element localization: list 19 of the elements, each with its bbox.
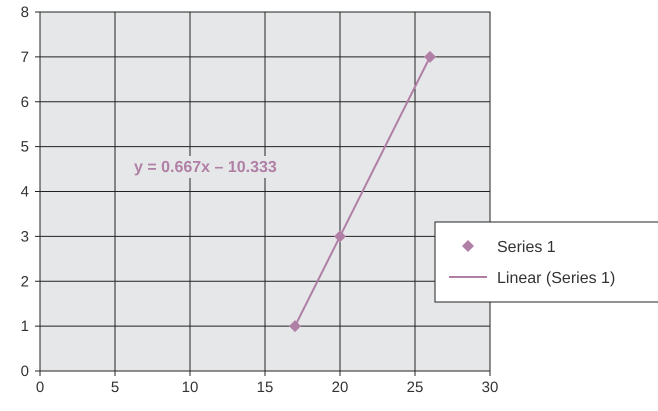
y-tick-label: 7	[20, 48, 29, 66]
y-tick-label: 4	[20, 184, 29, 200]
x-tick-label: 20	[332, 379, 348, 396]
x-tick-label: 30	[482, 379, 498, 396]
legend-label: Series 1	[497, 239, 556, 256]
y-tick-label: 2	[20, 273, 29, 290]
legend-label: Linear (Series 1)	[497, 270, 616, 287]
y-tick-label: 5	[20, 138, 29, 156]
annotation: y = 0.667x – 10.333	[134, 159, 277, 176]
y-tick-label: 6	[20, 94, 29, 111]
y-tick-label: 0	[20, 363, 29, 380]
x-tick-label: 15	[256, 379, 274, 396]
y-tick-label: 3	[20, 228, 29, 246]
x-tick-label: 10	[182, 379, 198, 396]
y-tick-label: 1	[20, 318, 29, 336]
x-tick-label: 25	[406, 379, 424, 396]
x-tick-label: 5	[110, 379, 120, 396]
y-tick-label: 8	[20, 4, 29, 21]
x-tick-label: 0	[36, 379, 44, 396]
